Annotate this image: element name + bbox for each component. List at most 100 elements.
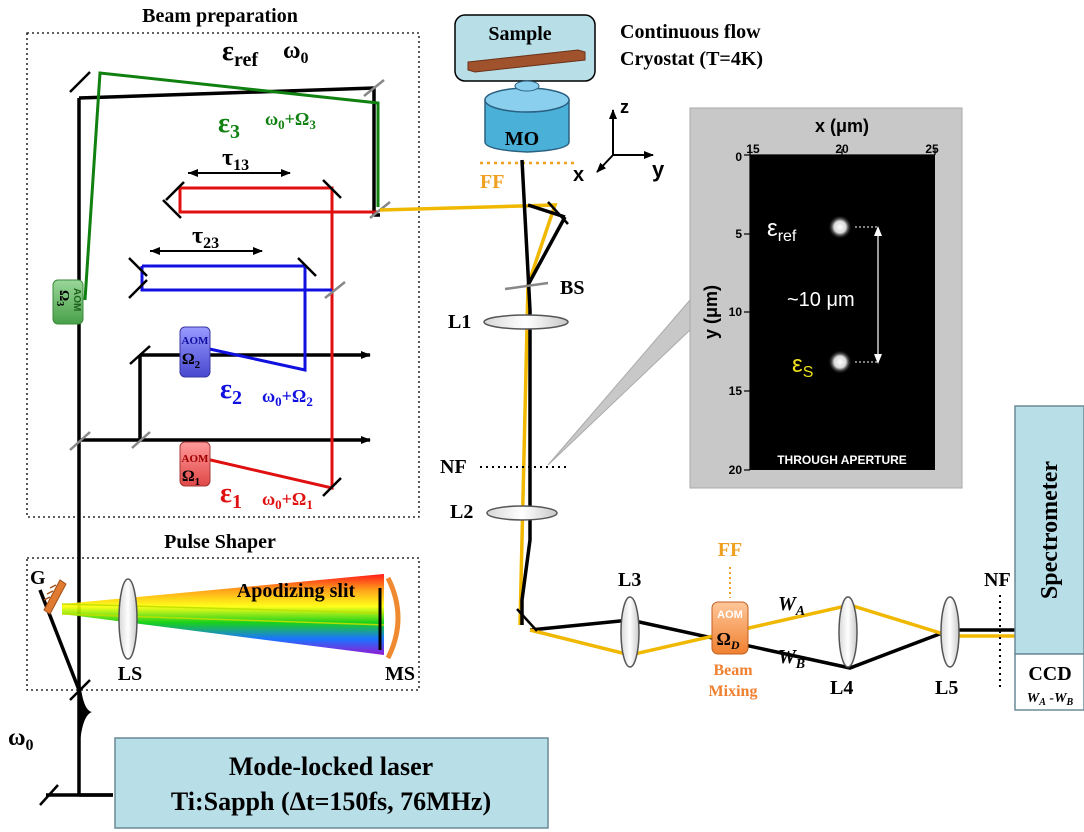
nf-label: NF	[440, 456, 467, 478]
lens-l2	[486, 505, 558, 521]
aom1: AOM Ω1	[179, 441, 211, 488]
laser-line1: Mode-locked laser	[229, 752, 433, 781]
aom2: AOM Ω2	[179, 326, 211, 378]
grating	[43, 579, 67, 615]
laser-omega-label: ω0	[8, 725, 34, 754]
tau23-label: τ23	[192, 223, 219, 252]
laser-line2: Ti:Sapph (Δt=150fs, 76MHz)	[171, 787, 491, 816]
svg-text:AOM: AOM	[182, 335, 210, 347]
pulse-shaper-box	[26, 557, 420, 691]
inset-image	[750, 155, 935, 470]
detection-beams	[379, 159, 1015, 670]
ccd-sub-label: WA -WB	[1027, 691, 1074, 708]
beam-preparation-box	[26, 32, 420, 518]
beamsplitter-bs	[504, 281, 549, 291]
spectrometer-box	[1014, 405, 1084, 655]
inset-ytick-5: 5	[735, 227, 742, 241]
ff-label: FF	[480, 171, 504, 193]
microscope-objective	[484, 80, 570, 153]
cryostat-line1: Continuous flow	[620, 21, 761, 43]
inset-ytick-20: 20	[729, 463, 743, 477]
ff2-label: FF	[718, 539, 742, 561]
inset-xtick-25: 25	[925, 142, 939, 156]
wb-label: WB	[778, 646, 805, 672]
inset-xtick-15: 15	[746, 142, 760, 156]
aom3: AOM Ω3	[52, 279, 84, 325]
axis-y: y	[652, 157, 665, 182]
eps-ref-label: εref	[222, 36, 258, 71]
svg-text:AOM: AOM	[71, 288, 82, 311]
eps2-freq-label: ω0+Ω2	[262, 386, 313, 409]
svg-text:Ω2: Ω2	[182, 351, 201, 371]
sample-slab	[467, 49, 586, 73]
inset-ticks	[744, 149, 936, 471]
mirror-ms	[385, 576, 401, 660]
green-beam-path	[83, 71, 380, 301]
svg-text:AOM: AOM	[717, 609, 743, 621]
apodizing-slit-label: Apodizing slit	[237, 580, 356, 602]
l2-label: L2	[450, 501, 473, 523]
eps3-freq-label: ω0+Ω3	[265, 109, 316, 132]
pulse-shape	[79, 660, 92, 760]
axis-z: z	[620, 97, 629, 117]
aom-d: AOM ΩD	[711, 601, 749, 655]
l1-label: L1	[448, 311, 471, 333]
lens-ls	[118, 578, 138, 660]
eps2-label: ε2	[220, 374, 242, 409]
spot-s	[828, 350, 852, 374]
inset-callout	[547, 298, 691, 466]
nf2-label: NF	[984, 569, 1011, 591]
ccd-box	[1014, 653, 1084, 711]
omega0-label: ω0	[283, 38, 309, 67]
axis-x: x	[573, 164, 584, 186]
svg-text:AOM: AOM	[182, 453, 210, 465]
spot-ref	[828, 215, 852, 239]
lens-l4	[838, 596, 858, 668]
l5-label: L5	[935, 677, 958, 699]
beam-preparation-title: Beam preparation	[142, 5, 298, 27]
inset-ylabel: y (μm)	[701, 285, 721, 339]
beam-mixing-line1: Beam	[713, 662, 753, 679]
ccd-label: CCD	[1028, 663, 1071, 685]
spectrometer-label: Spectrometer	[1037, 461, 1063, 600]
grating-label: G	[30, 567, 46, 589]
eps3-label: ε3	[218, 108, 240, 143]
svg-text:Ω3: Ω3	[54, 290, 71, 306]
rainbow-fan	[62, 574, 384, 655]
mo-label: MO	[505, 128, 539, 150]
red-beam-path	[178, 186, 378, 490]
pulse-shaper-title: Pulse Shaper	[164, 531, 276, 553]
inset-xlabel: x (μm)	[815, 116, 869, 136]
coordinate-axes	[596, 109, 654, 173]
beam-mixing-line2: Mixing	[709, 683, 758, 700]
laser-box	[114, 737, 549, 829]
lens-l1	[483, 314, 569, 330]
distance-label: ~10 μm	[787, 289, 855, 311]
inset-ytick-15: 15	[729, 384, 743, 398]
eps1-label: ε1	[220, 478, 242, 513]
svg-text:ΩD: ΩD	[716, 629, 739, 652]
cryostat-line2: Cryostat (T=4K)	[620, 48, 763, 70]
spot-s-label: εS	[792, 351, 813, 381]
ls-label: LS	[118, 663, 142, 685]
inset-ytick-10: 10	[729, 305, 743, 319]
eps1-freq-label: ω0+Ω1	[262, 489, 313, 512]
inset-caption: THROUGH APERTURE	[777, 453, 907, 467]
blue-beam-path	[140, 264, 332, 372]
lens-l5	[940, 596, 960, 668]
spot-ref-label: εref	[767, 215, 797, 245]
tau13-label: τ13	[222, 145, 249, 174]
ms-label: MS	[385, 663, 415, 685]
wa-label: WA	[778, 593, 805, 619]
l3-label: L3	[618, 569, 641, 591]
sample-label: Sample	[488, 23, 551, 45]
bs-label: BS	[560, 277, 584, 299]
inset-ytick-0: 0	[735, 150, 742, 164]
l4-label: L4	[830, 677, 853, 699]
svg-text:Ω1: Ω1	[182, 468, 200, 488]
detection-mirror-bottom	[516, 608, 538, 632]
lens-l3	[620, 596, 640, 668]
detection-mirror-top	[547, 201, 569, 225]
inset-xtick-20: 20	[835, 142, 849, 156]
